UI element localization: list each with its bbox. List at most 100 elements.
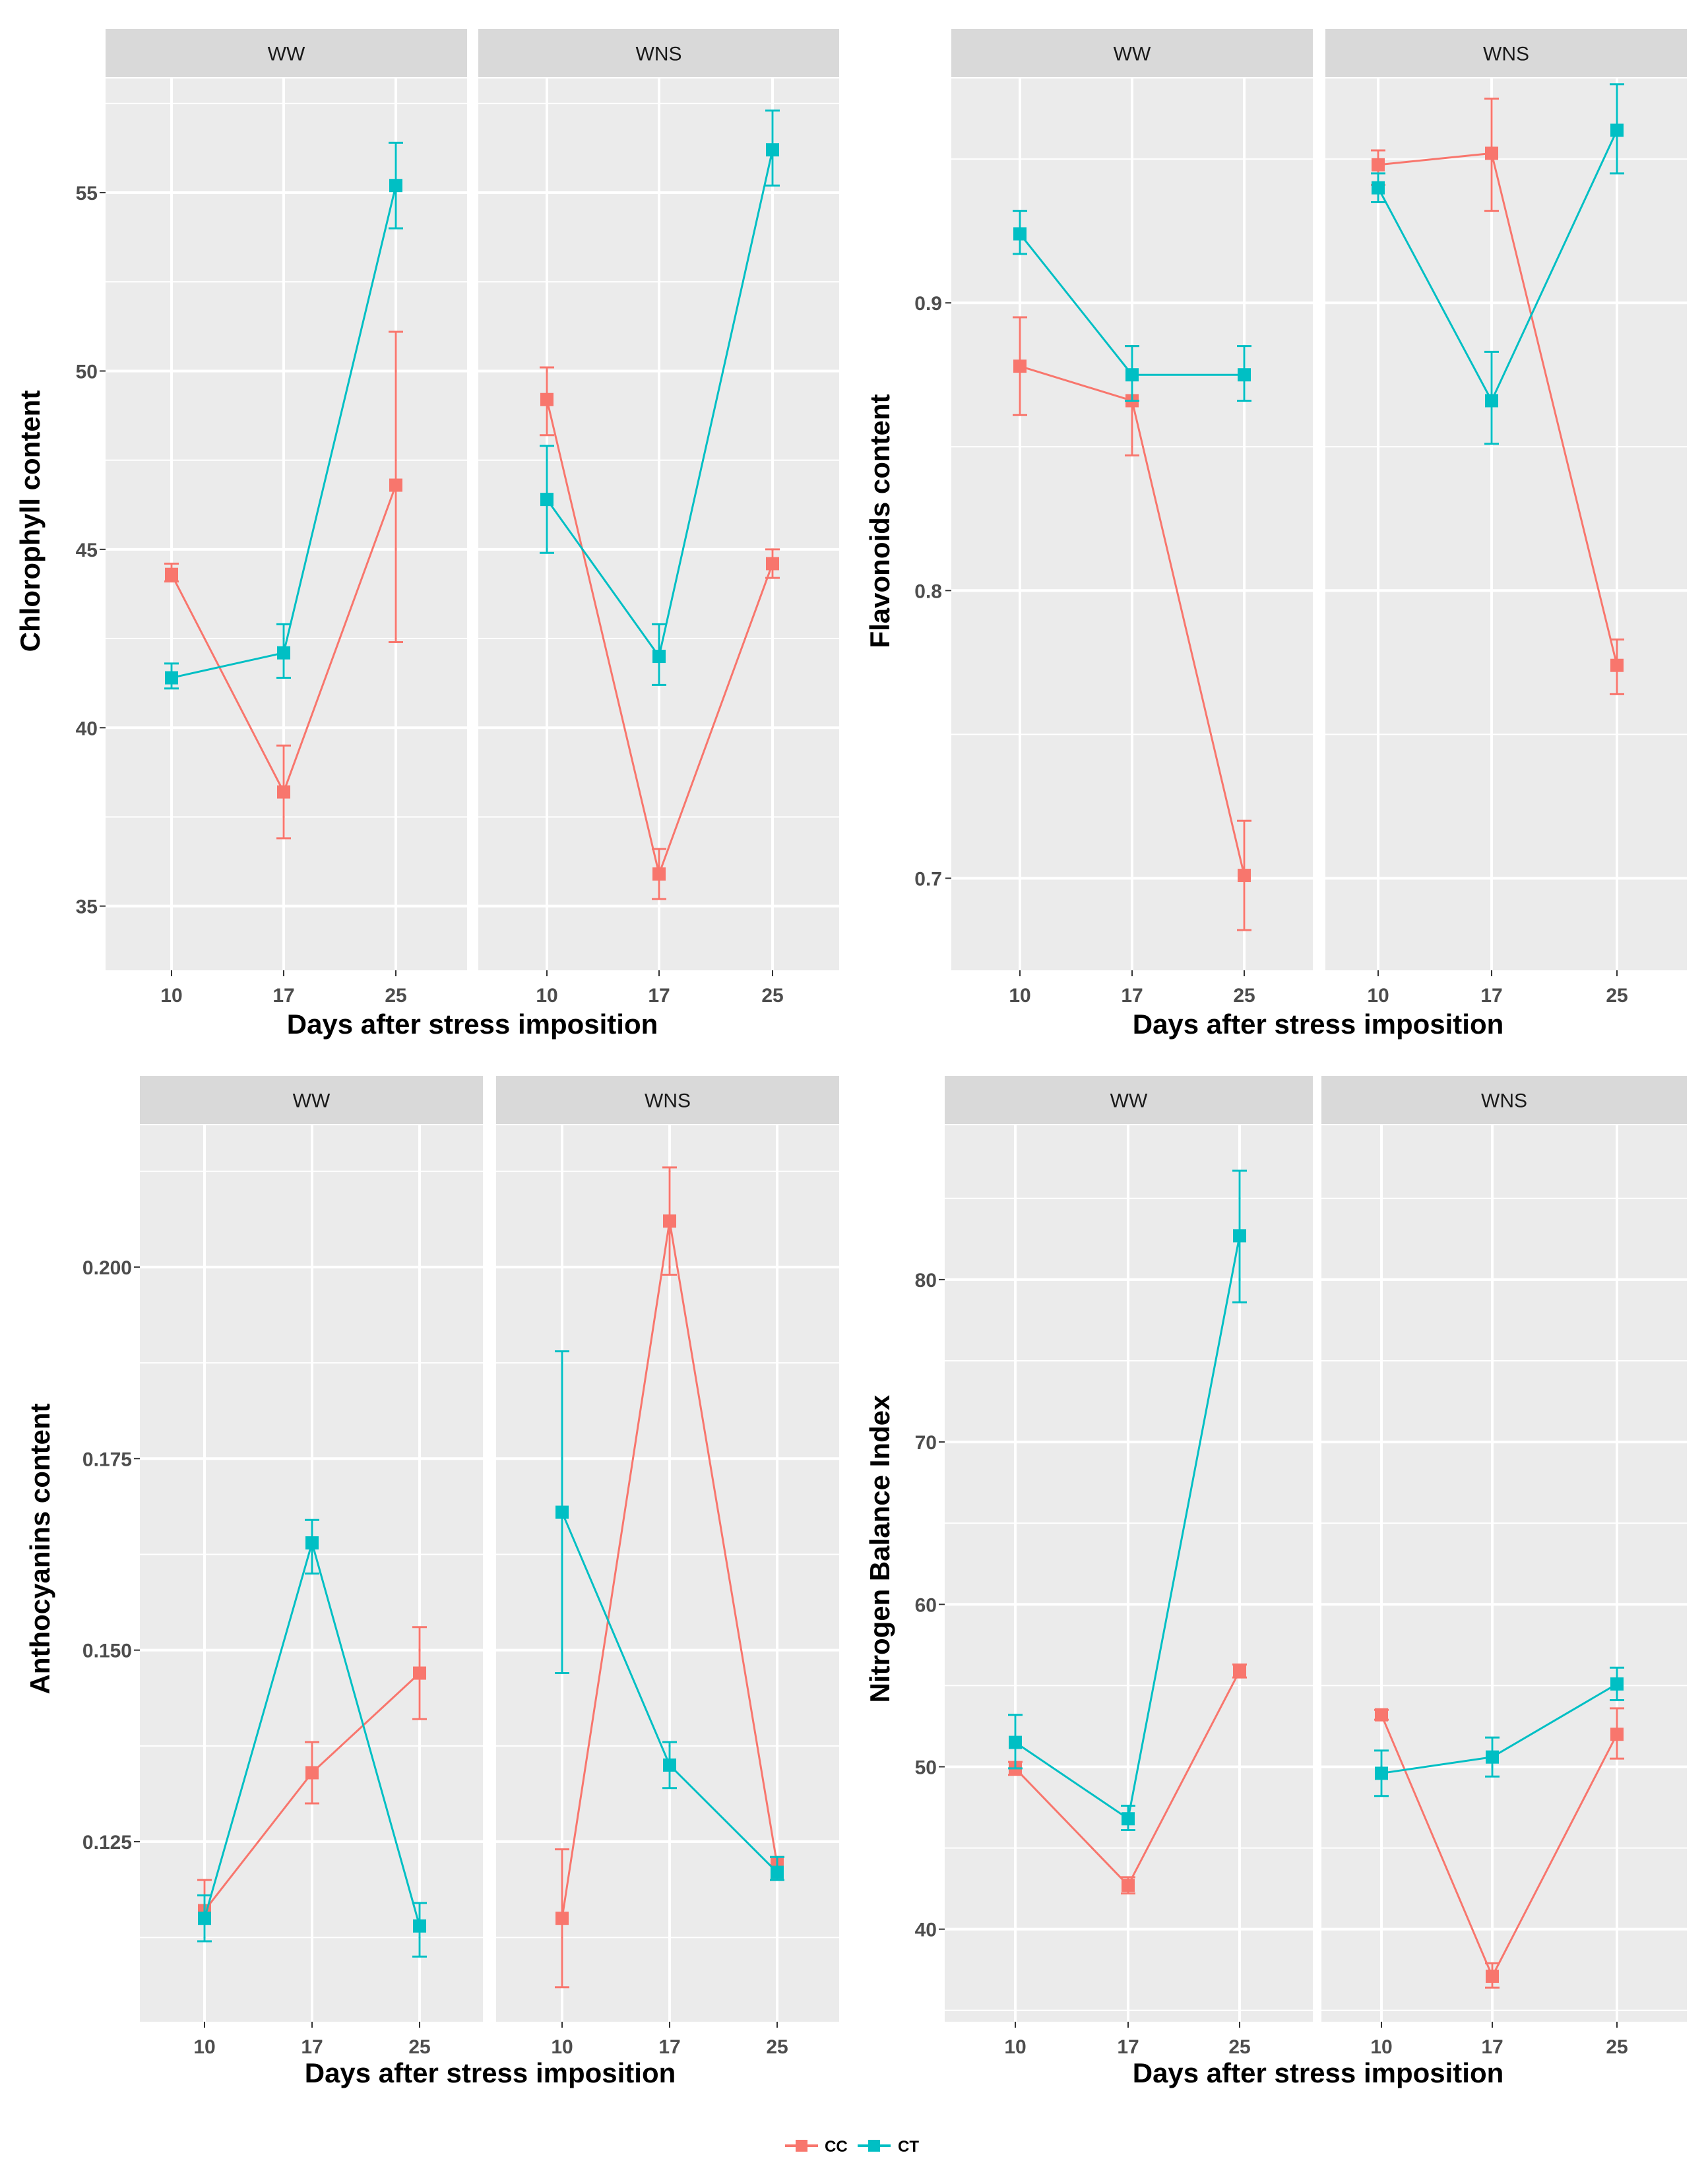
data-point [540,493,554,507]
y-tick-label: 35 [76,896,98,918]
y-tick-label: 0.200 [82,1257,132,1279]
facet-strip [140,1076,483,1124]
facet-label: WNS [1481,1090,1527,1112]
facet-strip [1321,1076,1687,1124]
x-tick-label: 17 [658,2036,680,2058]
y-tick-label: 80 [915,1270,937,1292]
legend-label: CT [898,2138,919,2156]
x-axis-title: Days after stress imposition [1133,2057,1504,2088]
y-tick-label: 0.7 [914,868,942,890]
series-ct [1013,210,1251,402]
series-ct [197,1518,427,1958]
x-tick-label: 25 [1606,2036,1628,2058]
data-point [1372,181,1385,195]
facet-label: WW [268,44,305,65]
data-point [1486,1750,1499,1764]
facet-strip [478,29,839,77]
data-point [1375,1766,1388,1780]
x-tick-label: 25 [766,2036,788,2058]
data-point [1486,1970,1499,1983]
facet-strip [945,1076,1313,1124]
facet-strip [106,29,467,77]
facet-wns: WNS 10 17 25 [1321,1076,1687,2058]
data-point [1610,123,1624,137]
x-tick-label: 10 [160,985,182,1007]
y-tick-label: 0.9 [914,293,942,315]
data-point [1233,1664,1246,1678]
data-point [663,1758,676,1772]
facet-label: WW [1110,1090,1148,1112]
data-point [652,867,666,881]
data-point [389,179,402,193]
panel-background [106,78,467,970]
x-tick-label: 25 [1228,2036,1250,2058]
x-tick-label: 25 [761,985,783,1007]
facet-label: WNS [645,1090,691,1112]
facet-strip [496,1076,839,1124]
facet-label: WW [293,1090,331,1112]
x-tick-label: 17 [648,985,670,1007]
x-tick-label: 17 [1117,2036,1139,2058]
x-tick-label: 17 [1480,985,1502,1007]
y-axis-title: Nitrogen Balance Index [864,1394,895,1702]
y-tick-label: 0.150 [82,1640,132,1662]
y-tick-label: 70 [915,1432,937,1454]
x-tick-label: 25 [385,985,406,1007]
legend-label: CC [825,2138,848,2156]
series-cc [1371,98,1624,695]
data-point [1610,1677,1624,1691]
facet-wns: WNS 10 17 25 [478,29,839,1007]
data-point [555,1912,569,1925]
data-point [1122,1879,1135,1892]
x-tick-label: 25 [1233,985,1255,1007]
legend-marker [796,2140,807,2152]
facet-ww: WW 10 17 25 [106,29,467,1007]
series-ct [540,109,780,686]
panel-background [1321,1125,1687,2022]
legend-marker [868,2140,880,2152]
y-tick-label: 45 [76,540,98,561]
y-axis-title: Anthocyanins content [24,1403,55,1694]
y-axis-title: Flavonoids content [864,394,895,648]
facet-wns: WNS 10 17 25 [1325,29,1687,1007]
chart-chlorophyll: WW 10 17 25 WNS 10 17 25 35 40 45 50 55 Chlorophyll c… [15,29,839,1040]
data-point [1009,1735,1022,1749]
facet-ww: WW 10 17 25 [140,1076,483,2058]
x-tick-label: 10 [1009,985,1030,1007]
data-point [1375,1708,1388,1722]
x-axis-title: Days after stress imposition [1133,1009,1504,1040]
x-axis-title: Days after stress imposition [287,1009,658,1040]
x-tick-label: 17 [1481,2036,1503,2058]
data-point [413,1666,426,1680]
data-point [305,1766,319,1780]
data-point [1485,394,1498,408]
facet-strip [951,29,1313,77]
data-point [771,1865,784,1879]
data-point [389,478,402,492]
data-point [1233,1229,1246,1243]
legend-item-cc: CC [785,2138,848,2156]
series-cc [164,330,403,840]
facet-label: WNS [636,44,682,65]
x-tick-label: 17 [301,2036,323,2058]
data-point [1013,227,1027,241]
data-point [766,143,779,157]
y-axis-title: Chlorophyll content [15,390,46,652]
data-point [652,650,666,664]
facet-label: WW [1114,44,1151,65]
data-point [277,646,290,660]
facet-ww: WW 10 17 25 [945,1076,1313,2058]
panel-background [496,1125,839,2022]
chart-nbi: WW 10 17 25 WNS 10 17 25 40 50 60 70 80 Nitrogen Bala… [864,1076,1687,2088]
legend-item-ct: CT [858,2138,919,2156]
data-point [1610,658,1624,672]
x-tick-label: 10 [1004,2036,1026,2058]
data-point [540,392,554,406]
x-tick-label: 10 [193,2036,215,2058]
chart-flavonoids: WW 10 17 25 WNS 10 17 25 0.7 0.8 0.9 Flavonoids con… [864,29,1687,1040]
legend: CC CT [785,2138,919,2156]
data-point [305,1536,319,1550]
data-point [1125,368,1139,382]
data-point [198,1912,211,1925]
